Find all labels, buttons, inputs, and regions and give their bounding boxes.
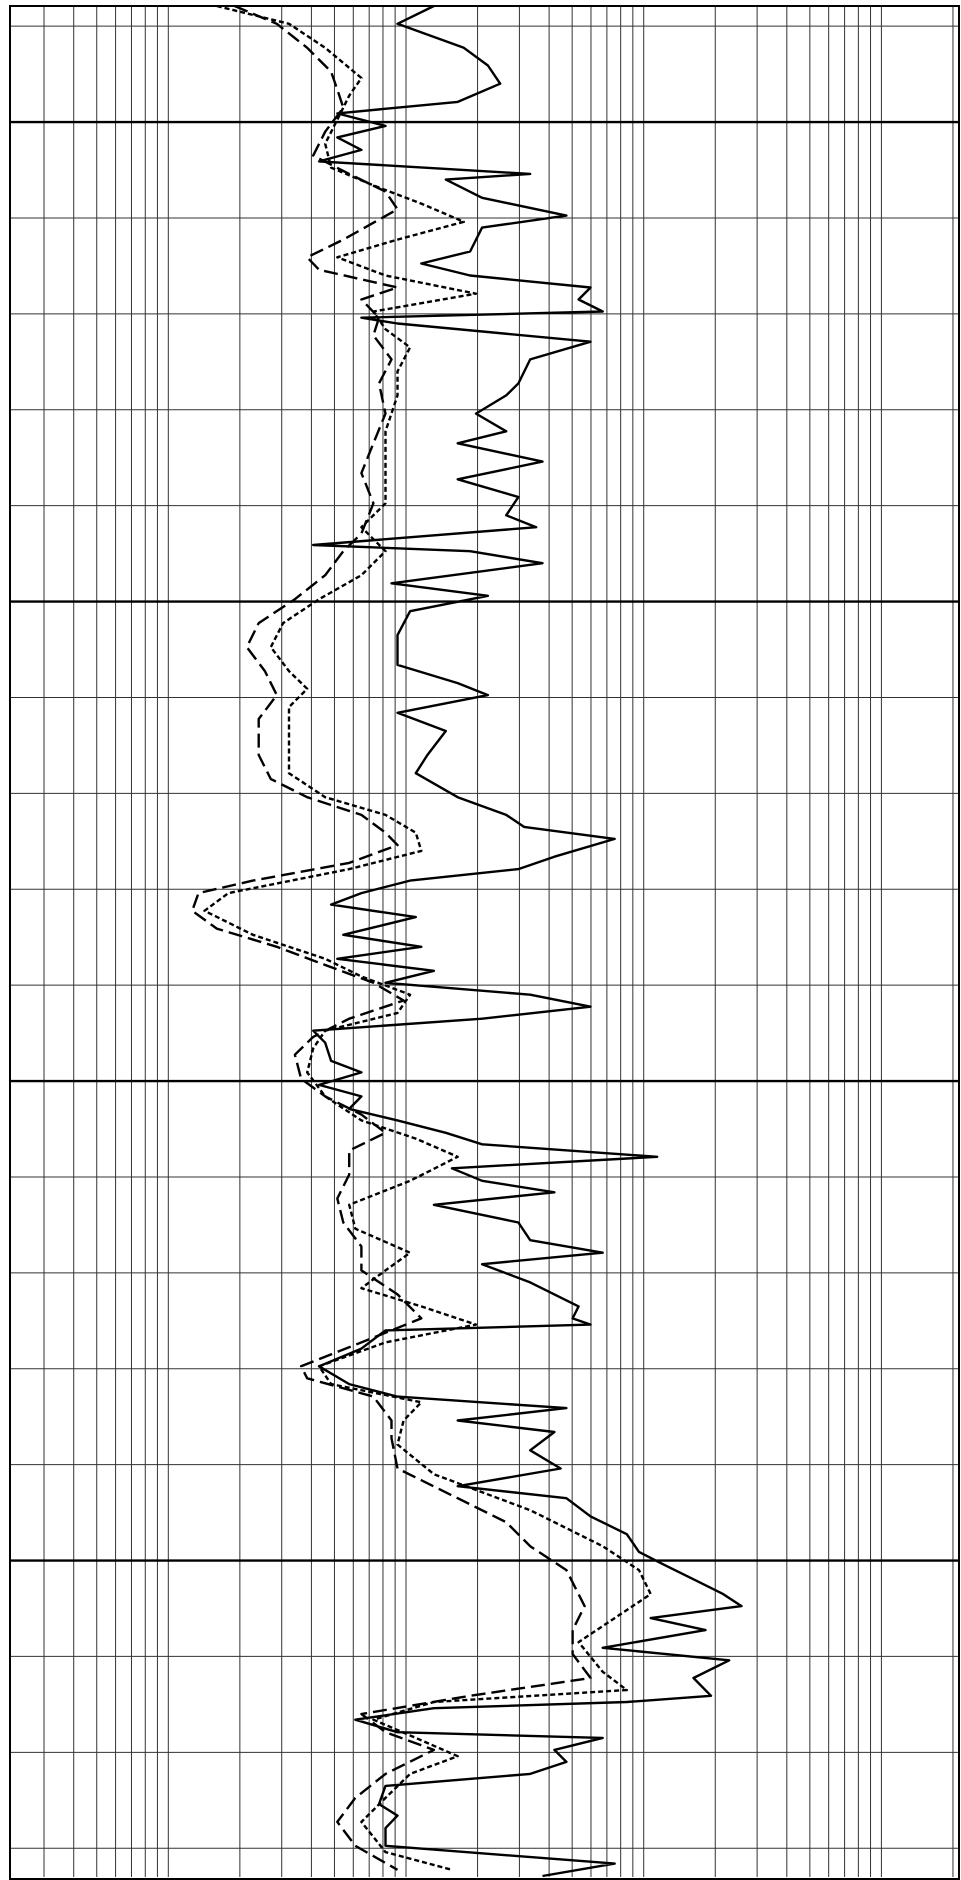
log-curve xyxy=(312,4,743,1878)
frame xyxy=(9,5,960,1880)
grid xyxy=(10,7,959,1877)
log-curve xyxy=(191,4,592,1871)
curves xyxy=(191,4,743,1878)
log-curve xyxy=(203,4,652,1871)
